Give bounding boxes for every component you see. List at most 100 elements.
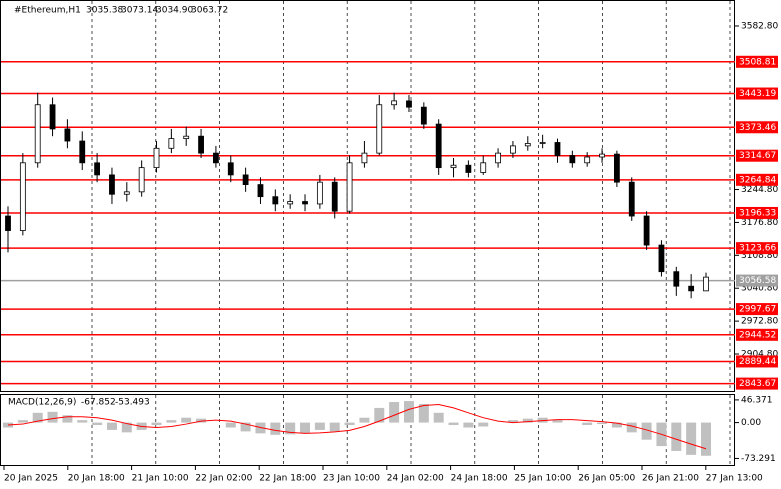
macd-bar [463,422,474,428]
y-tick-label: 3582.80 [741,21,778,31]
quote-open: 3035.38 [86,6,123,16]
candle-body [524,143,531,147]
candle-body [242,174,249,185]
macd-bar [701,422,711,456]
candle-body [599,153,605,158]
x-tick-label: 20 Jan 2025 [4,474,58,484]
macd-bar [686,422,697,455]
candle-body [510,145,516,154]
candle-body [257,184,264,198]
level-line-label: 3314.67 [739,151,776,161]
y-tick-label: 2904.80 [741,350,778,360]
candle-body [376,104,383,154]
macd-y-tick-label: 46.371 [741,395,773,405]
candle-body [346,162,353,212]
candle-body [391,100,398,106]
candle-body [109,174,115,195]
candle-body [183,135,190,140]
level-line-tag [736,242,778,255]
signal-value: -53.493 [115,398,150,408]
candle-body [123,191,130,195]
x-tick-label: 26 Jan 21:00 [642,474,699,484]
macd-panel [0,394,735,466]
level-line-label: 3508.81 [739,57,776,67]
candle-body [569,155,576,164]
macd-bar [270,422,281,435]
chart-title: #Ethereum,H1 [14,6,81,16]
candle-body [406,100,412,108]
macd-bar [329,422,340,432]
x-tick-label: 24 Jan 18:00 [451,474,508,484]
quote-close: 3063.72 [191,6,228,16]
macd-bar [300,422,311,434]
candle-body [584,156,591,164]
macd-bar [448,422,459,426]
x-tick-label: 20 Jan 18:00 [68,474,125,484]
candle-body [628,181,635,217]
candle-body [272,196,279,205]
candle-body [94,162,101,176]
x-tick-label: 27 Jan 13:00 [706,474,763,484]
quote-high: 3073.14 [121,6,158,16]
macd-bar [77,420,88,423]
macd-bar [597,422,608,425]
candle-body [5,215,11,231]
level-line-tag [736,149,778,162]
level-line-tag [736,173,778,186]
macd-bar [314,422,325,430]
y-tick-label: 3108.80 [741,251,778,261]
candle-body [331,181,338,212]
macd-y-tick-label: 0.00 [741,418,761,428]
macd-bar [3,422,13,428]
level-line-tag [736,87,778,100]
candle-body [79,140,86,164]
macd-bar [611,422,622,428]
quote-low: 3034.90 [156,6,193,16]
x-tick-label: 22 Jan 02:00 [195,474,252,484]
level-line-tag [736,121,778,134]
signal-line [7,403,707,450]
macd-bar [121,422,132,433]
level-line-label: 3196.33 [739,208,776,218]
macd-bar [641,422,652,440]
price-panel [0,0,735,392]
x-tick-label: 23 Jan 10:00 [323,474,380,484]
macd-bar [389,402,400,423]
macd-title: MACD(12,26,9) [8,398,76,408]
level-line-label: 3264.84 [739,175,776,185]
candle-body [64,128,71,142]
candle-body [361,152,368,164]
macd-bar [403,401,414,423]
macd-y-tick-label: -73.291 [741,454,776,464]
level-line-label: 2889.44 [739,357,776,367]
macd-bar [32,412,43,423]
x-tick-label: 26 Jan 05:00 [578,474,635,484]
candle-body [480,162,487,173]
candle-body [213,152,219,164]
macd-bar [92,422,103,426]
level-line-label: 3123.66 [739,244,776,254]
level-line-tag [736,206,778,219]
candle-body [287,201,294,205]
candle-body [49,104,56,130]
macd-bar [240,422,251,432]
macd-bar [17,420,28,423]
macd-bar [344,422,355,426]
candle-body [643,215,650,246]
macd-value: -67.852 [81,398,116,408]
candle-body [34,104,41,164]
level-line-label: 3373.46 [739,123,776,133]
level-line-tag [736,328,778,341]
candle-body [153,147,160,169]
candle-body [703,276,709,292]
y-tick-label: 3176.80 [741,218,778,228]
level-line-tag [736,377,778,390]
macd-bar [478,422,489,427]
macd-bar [522,418,533,423]
level-line-label: 2944.52 [739,330,776,340]
macd-bar [166,420,177,423]
y-tick-label: 3244.80 [741,185,778,195]
candle-body [198,135,204,154]
macd-bar [225,422,236,428]
